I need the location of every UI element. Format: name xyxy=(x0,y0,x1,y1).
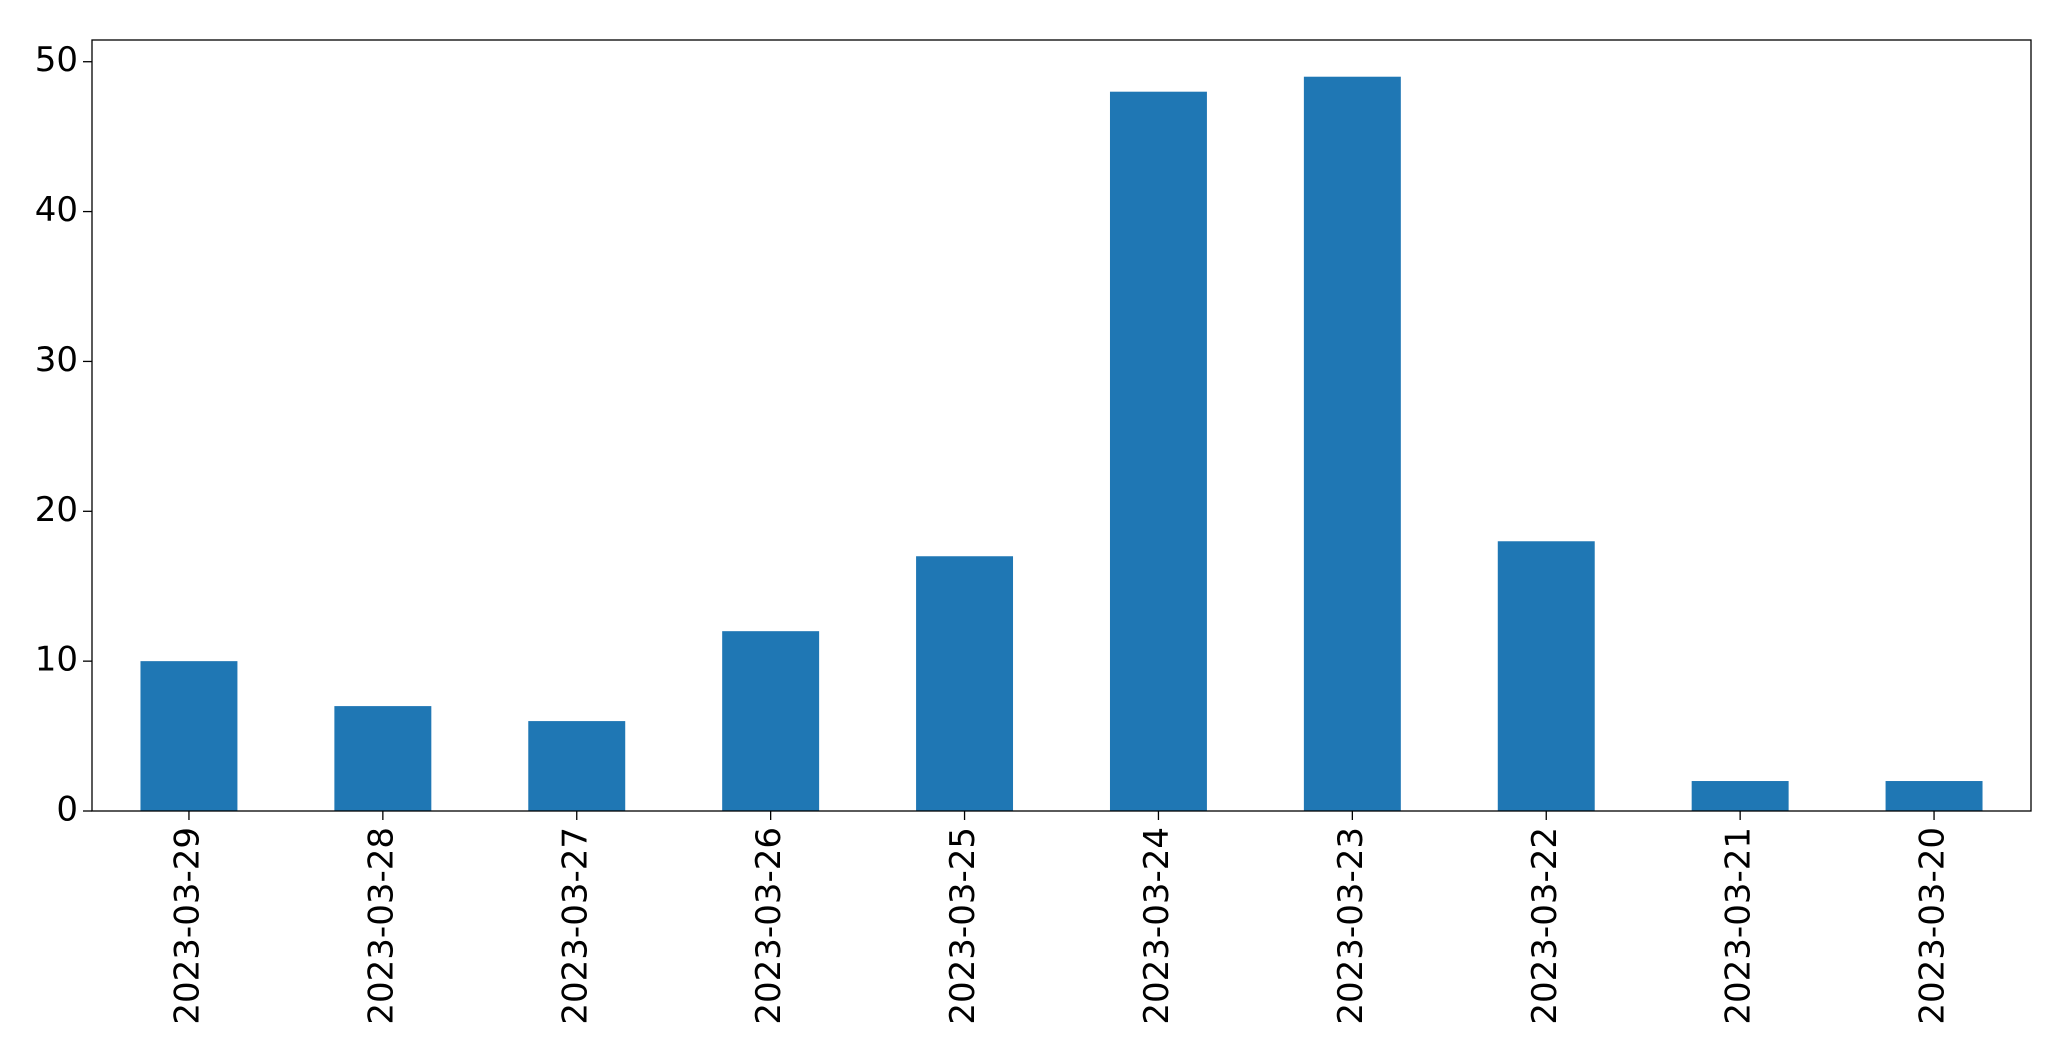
bar xyxy=(1303,76,1401,811)
y-tick-label: 10 xyxy=(35,640,78,680)
bar xyxy=(334,706,432,811)
bar xyxy=(140,661,238,811)
bar xyxy=(916,556,1014,811)
x-tick-label: 2023-03-26 xyxy=(749,827,789,1025)
x-tick-label: 2023-03-20 xyxy=(1913,827,1953,1025)
plot-frame xyxy=(91,39,2032,812)
y-tick-label: 40 xyxy=(35,190,78,230)
bar xyxy=(1497,541,1595,811)
bar xyxy=(1691,781,1789,811)
x-tick-label: 2023-03-24 xyxy=(1137,827,1177,1025)
y-tick-label: 50 xyxy=(35,40,78,80)
bar xyxy=(1109,91,1207,811)
x-tick-label: 2023-03-25 xyxy=(943,827,983,1025)
y-tick-label: 0 xyxy=(56,790,78,830)
bar xyxy=(1885,781,1983,811)
x-tick-label: 2023-03-22 xyxy=(1525,827,1565,1025)
bar xyxy=(528,721,626,811)
x-tick-label: 2023-03-27 xyxy=(555,827,595,1025)
x-tick-label: 2023-03-29 xyxy=(167,827,207,1025)
x-tick-label: 2023-03-23 xyxy=(1331,827,1371,1025)
y-tick-label: 30 xyxy=(35,340,78,380)
x-tick-label: 2023-03-21 xyxy=(1719,827,1759,1025)
y-tick-label: 20 xyxy=(35,490,78,530)
x-tick-label: 2023-03-28 xyxy=(361,827,401,1025)
bar xyxy=(722,631,820,811)
